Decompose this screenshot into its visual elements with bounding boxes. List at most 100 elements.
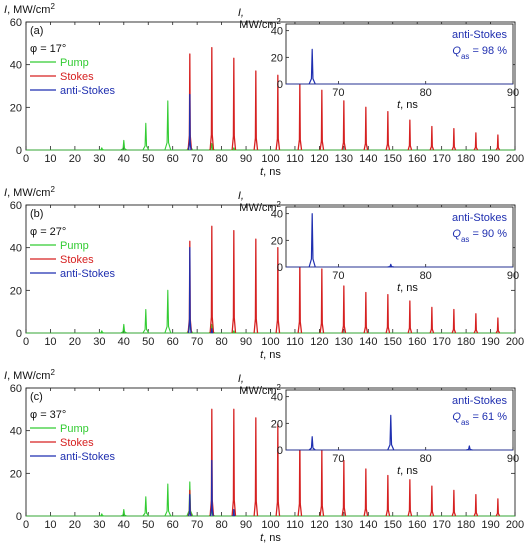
- panel-label: (b): [30, 208, 43, 220]
- y-tick-label: 40: [10, 426, 22, 438]
- pulse-stokes: [319, 449, 325, 517]
- x-tick-label: 170: [432, 519, 450, 531]
- pulse-stokes: [253, 238, 259, 334]
- inset-title: anti-Stokes: [452, 395, 508, 407]
- x-tick-label: 190: [481, 519, 499, 531]
- x-tick-label: 120: [310, 336, 328, 348]
- x-axis-title: t, ns: [260, 166, 281, 178]
- x-tick-label: 30: [93, 519, 105, 531]
- x-tick-label: 100: [261, 519, 279, 531]
- x-tick-label: 20: [69, 519, 81, 531]
- x-tick-label: 0: [23, 336, 29, 348]
- inset-x-axis-title: t, ns: [397, 99, 418, 111]
- y-tick-label: 20: [10, 468, 22, 480]
- x-tick-label: 110: [286, 519, 304, 531]
- inset-pulse-anti-stokes: [466, 445, 473, 451]
- inset-frame: [285, 23, 514, 85]
- pulse-pump: [164, 100, 172, 151]
- pulse-stokes: [473, 494, 479, 517]
- pulse-stokes: [385, 110, 391, 151]
- x-tick-label: 140: [359, 153, 377, 165]
- inset-x-tick-label: 80: [420, 453, 432, 465]
- x-tick-label: 200: [506, 519, 524, 531]
- phi-label: φ = 27°: [30, 226, 66, 238]
- inset-y-axis-title: I, MW/cm2: [238, 190, 282, 214]
- y-tick-label: 20: [10, 102, 22, 114]
- pulse-stokes: [341, 285, 347, 334]
- pulse-pump: [120, 509, 127, 517]
- x-axis-title: t, ns: [260, 532, 281, 544]
- pulse-stokes: [407, 119, 413, 151]
- x-tick-label: 90: [240, 336, 252, 348]
- x-tick-label: 50: [142, 519, 154, 531]
- pulse-pump: [164, 289, 172, 334]
- legend-entry-stokes: Stokes: [60, 254, 94, 266]
- x-tick-label: 0: [23, 519, 29, 531]
- inset-x-tick-label: 80: [420, 270, 432, 282]
- x-tick-label: 90: [240, 153, 252, 165]
- y-tick-label: 20: [10, 285, 22, 297]
- pulse-stokes: [341, 459, 347, 517]
- pulse-stokes: [341, 100, 347, 151]
- x-tick-label: 70: [191, 153, 203, 165]
- x-tick-label: 0: [23, 153, 29, 165]
- pulse-stokes: [429, 306, 435, 334]
- x-tick-label: 50: [142, 153, 154, 165]
- inset-pulse-anti-stokes: [387, 414, 395, 451]
- x-tick-label: 40: [118, 336, 130, 348]
- pulse-stokes: [319, 268, 325, 334]
- inset-efficiency: Qas = 61 %: [452, 411, 507, 427]
- inset-x-tick-label: 70: [332, 87, 344, 99]
- x-tick-label: 110: [286, 336, 304, 348]
- inset-efficiency: Qas = 90 %: [452, 228, 507, 244]
- y-tick-label: 60: [10, 200, 22, 212]
- y-tick-label: 0: [16, 328, 22, 340]
- inset-y-tick-label: 40: [271, 392, 283, 404]
- x-tick-label: 110: [286, 153, 304, 165]
- y-tick-label: 40: [10, 243, 22, 255]
- pulse-pump: [186, 481, 194, 517]
- pulse-stokes: [451, 489, 457, 517]
- inset: 0 20 40 70 80 90 I, MW/cm2 t, ns anti-Stokes Qas =…: [238, 373, 519, 477]
- x-tick-label: 170: [432, 153, 450, 165]
- x-tick-label: 30: [93, 153, 105, 165]
- inset-y-tick-label: 40: [271, 26, 283, 38]
- chart-panel-3: I, MW/cm2 0 20 40 60 0 10 20 30 40 50 60 70 80 90 100 11…: [4, 368, 524, 545]
- pulse-stokes: [385, 293, 391, 334]
- panel-label: (c): [30, 391, 43, 403]
- pulse-stokes: [407, 300, 413, 334]
- pulse-pump: [120, 139, 128, 151]
- pulse-stokes: [253, 417, 259, 517]
- pulse-anti-stokes: [210, 328, 214, 334]
- x-tick-label: 40: [118, 153, 130, 165]
- pulse-stokes: [495, 134, 501, 151]
- pulse-stokes: [209, 46, 215, 151]
- pulse-stokes: [231, 57, 237, 151]
- x-tick-label: 160: [408, 519, 426, 531]
- pulse-stokes: [407, 479, 413, 517]
- pulse-stokes: [253, 70, 259, 151]
- x-tick-label: 190: [481, 336, 499, 348]
- pulse-pump: [142, 308, 150, 334]
- pulse-pump: [120, 323, 128, 334]
- y-tick-label: 60: [10, 17, 22, 29]
- y-tick-label: 40: [10, 60, 22, 72]
- pulse-pump: [98, 330, 105, 334]
- inset-y-axis-title: I, MW/cm2: [238, 373, 282, 397]
- x-tick-label: 180: [457, 153, 475, 165]
- pulse-stokes: [363, 468, 369, 517]
- pulse-stokes: [363, 291, 369, 334]
- pulse-stokes: [231, 229, 237, 334]
- legend-entry-anti-stokes: anti-Stokes: [60, 85, 116, 97]
- x-tick-label: 90: [240, 519, 252, 531]
- inset: 0 20 40 70 80 90 I, MW/cm2 t, ns anti-Stokes Qas =…: [238, 7, 519, 111]
- pulse-stokes: [363, 106, 369, 151]
- legend-entry-stokes: Stokes: [60, 71, 94, 83]
- pulse-pump: [142, 496, 150, 517]
- phi-label: φ = 37°: [30, 409, 66, 421]
- series-anti-stokes: [187, 93, 192, 151]
- pulse-stokes: [495, 498, 501, 517]
- inset-x-tick-label: 90: [507, 270, 519, 282]
- x-tick-label: 140: [359, 519, 377, 531]
- inset-title: anti-Stokes: [452, 29, 508, 41]
